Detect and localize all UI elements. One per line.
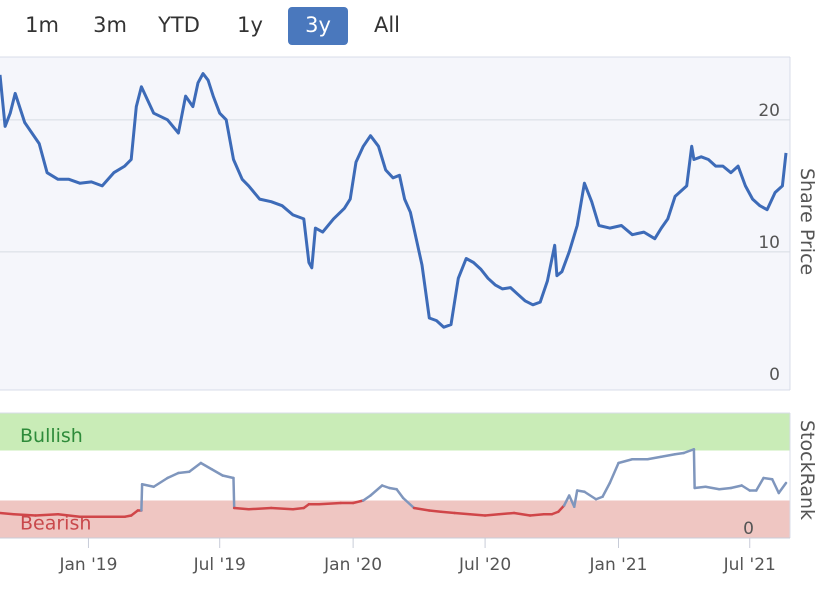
x-tick-label: Jul '21	[723, 555, 776, 575]
rank-line-segment	[468, 513, 487, 517]
rank-line-segment	[129, 509, 140, 517]
price-series	[0, 72, 788, 329]
rank-line-segment	[729, 484, 744, 490]
rank-line-segment	[362, 494, 372, 502]
rank-y-ticks: 0	[743, 519, 754, 539]
rank-line-segment	[412, 506, 431, 512]
rank-line-segment	[762, 476, 774, 481]
rank-line-segment	[380, 484, 391, 490]
rank-line-segment	[291, 506, 306, 511]
band-label-bullish: Bullish	[20, 425, 83, 447]
rank-line-segment	[152, 476, 169, 488]
rank-bands	[0, 413, 790, 538]
rank-line-segment	[755, 476, 765, 492]
range-button-3m[interactable]: 3m	[93, 13, 127, 37]
x-tick-label: Jan '19	[59, 555, 118, 575]
rank-line-segment	[583, 490, 598, 501]
rank-line-segment	[718, 486, 733, 491]
rank-line-segment	[187, 461, 203, 473]
rank-line-segment	[247, 506, 273, 511]
x-tick-label: Jul '20	[458, 555, 511, 575]
range-selector: 1m 3m YTD 1y 3y All	[0, 0, 832, 50]
rank-line-segment	[232, 506, 250, 511]
rank-line-segment	[693, 485, 707, 490]
rank-line-segment	[166, 471, 180, 480]
rank-line-segment	[177, 470, 191, 475]
rank-line-segment	[557, 504, 566, 513]
range-button-3y[interactable]: 3y	[288, 7, 348, 45]
rank-line-segment	[221, 474, 235, 480]
rank-line-segment	[439, 510, 456, 515]
rank-line-segment	[673, 451, 686, 456]
rank-line-segment	[369, 484, 384, 497]
x-tick-label: Jan '20	[323, 555, 382, 575]
rank-series	[0, 448, 788, 518]
range-button-ytd[interactable]: YTD	[158, 13, 200, 37]
price-y-tick-label: 20	[758, 101, 780, 121]
rank-line-segment	[428, 509, 443, 513]
price-y-tick-label: 10	[758, 233, 780, 253]
rank-line-segment	[483, 513, 501, 517]
rank-line-segment	[453, 511, 472, 516]
range-button-all[interactable]: All	[373, 13, 401, 37]
rank-line-segment	[56, 513, 82, 518]
range-button-1y[interactable]: 1y	[237, 13, 263, 37]
rank-line-segment	[740, 484, 751, 492]
rank-line-segment	[351, 499, 365, 505]
rank-line-segment	[199, 461, 213, 471]
x-axis: Jan '19 Jul '19 Jan '20 Jul '20 Jan '21 Jul '…	[59, 538, 776, 575]
rank-line-segment	[692, 448, 696, 490]
rank-y-tick-label: 0	[743, 519, 754, 539]
x-tick-label: Jan '21	[589, 555, 648, 575]
rank-band-labels: Bullish Bearish	[20, 425, 91, 535]
rank-line-segment	[395, 488, 405, 500]
rank-line-segment	[140, 483, 144, 512]
rank-line-segment	[601, 481, 612, 498]
price-grid	[0, 119, 790, 253]
rank-line-segment	[682, 448, 696, 455]
price-y-ticks: 0 10 20	[758, 101, 780, 385]
rank-line-segment	[512, 511, 532, 517]
price-axis-title: Share Price	[796, 168, 818, 275]
rank-line-segment	[617, 458, 634, 465]
price-y-tick-label: 0	[769, 365, 780, 385]
rank-line-segment	[704, 485, 721, 491]
rank-line-segment	[573, 489, 579, 508]
rank-line-segment	[401, 496, 416, 510]
rank-line-segment	[777, 481, 788, 495]
x-tick-label: Jul '19	[193, 555, 246, 575]
rank-line-segment	[0, 511, 16, 516]
price-plot-area	[0, 57, 790, 390]
band-bullish	[0, 413, 790, 451]
rank-line-segment	[562, 494, 571, 507]
rank-line-segment	[497, 511, 516, 516]
rank-line-segment	[210, 468, 224, 477]
rank-line-segment	[646, 455, 663, 461]
rank-line-segment	[770, 478, 780, 495]
rank-axis-title: StockRank	[796, 420, 818, 520]
rank-line-segment	[232, 476, 236, 510]
rank-line-segment	[608, 461, 620, 485]
rank-line-segment	[12, 513, 37, 517]
price-line	[0, 72, 788, 329]
range-button-1m[interactable]: 1m	[25, 13, 59, 37]
rank-line-segment	[34, 513, 60, 517]
rank-line-segment	[140, 483, 155, 488]
band-label-bearish: Bearish	[20, 513, 91, 535]
rank-line-segment	[528, 513, 546, 517]
rank-line-segment	[660, 453, 677, 458]
band-bearish	[0, 500, 790, 538]
rank-line-segment	[317, 501, 343, 506]
rank-line-segment	[269, 506, 295, 511]
